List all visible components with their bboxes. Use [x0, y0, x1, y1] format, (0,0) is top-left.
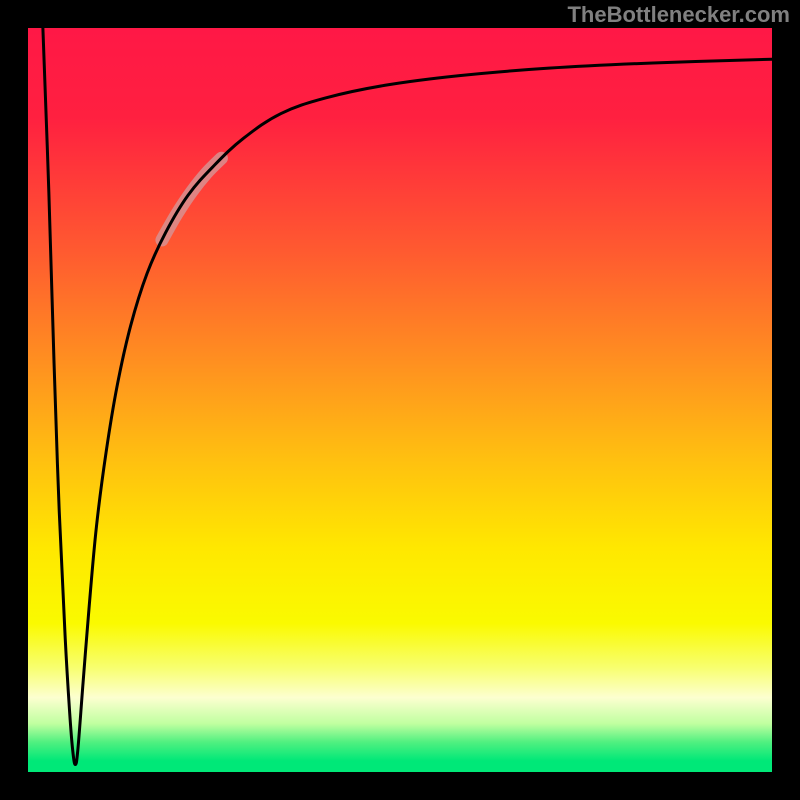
- source-watermark: TheBottlenecker.com: [567, 2, 790, 28]
- black-border-bottom: [0, 772, 800, 800]
- black-border-left: [0, 28, 28, 772]
- bottleneck-curve: [43, 28, 772, 765]
- plot-area: [28, 28, 772, 772]
- highlight-segment: [162, 158, 222, 240]
- chart-container: { "source_label": "TheBottlenecker.com",…: [0, 0, 800, 800]
- curve-layer: [28, 28, 772, 772]
- black-border-right: [772, 28, 800, 772]
